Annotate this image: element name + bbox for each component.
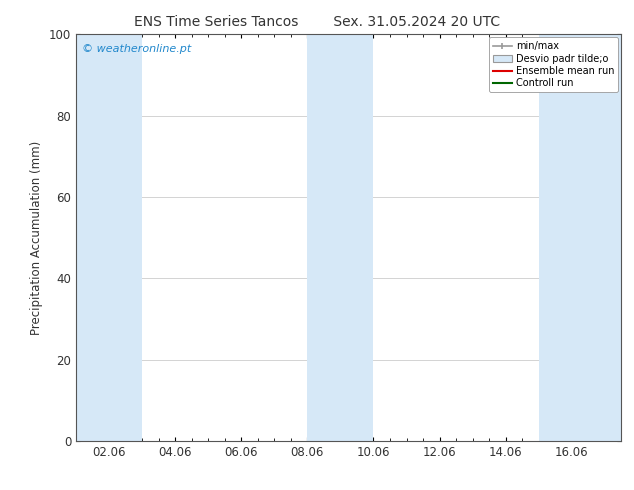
Legend: min/max, Desvio padr tilde;o, Ensemble mean run, Controll run: min/max, Desvio padr tilde;o, Ensemble m… bbox=[489, 37, 618, 92]
Text: © weatheronline.pt: © weatheronline.pt bbox=[82, 45, 191, 54]
Bar bbox=[539, 34, 621, 441]
Bar bbox=[76, 34, 142, 441]
Y-axis label: Precipitation Accumulation (mm): Precipitation Accumulation (mm) bbox=[30, 141, 43, 335]
Bar bbox=[307, 34, 373, 441]
Text: ENS Time Series Tancos        Sex. 31.05.2024 20 UTC: ENS Time Series Tancos Sex. 31.05.2024 2… bbox=[134, 15, 500, 29]
